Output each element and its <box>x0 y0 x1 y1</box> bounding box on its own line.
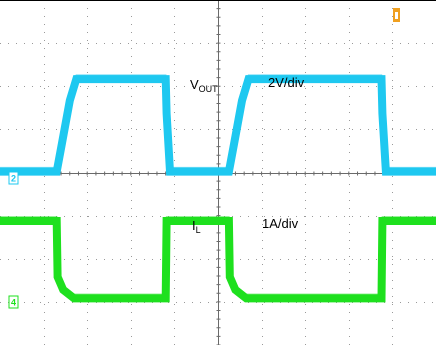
channel-2-waveform-ripple <box>0 74 436 169</box>
vout-label: VOUT <box>190 77 218 94</box>
il-label: IL <box>192 218 201 235</box>
waveform-traces <box>0 74 436 303</box>
trigger-position-marker <box>393 8 400 22</box>
channel-2-marker-box <box>8 171 19 185</box>
channel-4-marker: 4 <box>8 295 19 309</box>
vout-label-sub: OUT <box>199 84 219 94</box>
vout-label-main: V <box>190 77 199 92</box>
channel-4-waveform-ripple <box>0 216 436 296</box>
channel-2-marker-label: 2 <box>11 174 16 184</box>
il-label-main: I <box>192 218 196 233</box>
channel-4-marker-box <box>8 295 19 309</box>
il-label-sub: L <box>196 225 201 235</box>
channel-4-marker-label: 4 <box>11 298 16 308</box>
trigger-marker-notch <box>395 12 398 19</box>
channel-2-marker: 2 <box>8 171 19 185</box>
channel-4-waveform <box>0 217 436 303</box>
il-scale-label: 1A/div <box>262 216 299 231</box>
vout-scale-label: 2V/div <box>268 75 305 90</box>
